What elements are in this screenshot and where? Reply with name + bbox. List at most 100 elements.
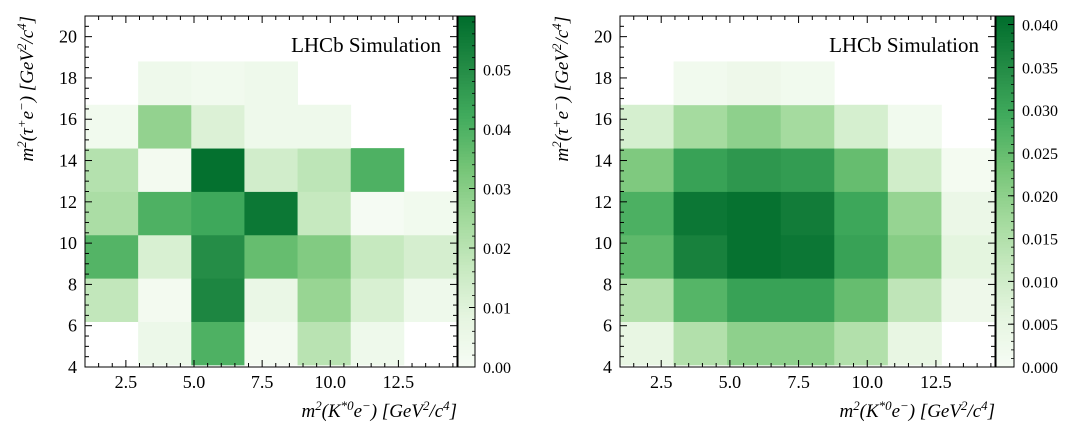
heatmap-cell [727, 61, 782, 106]
heatmap-cell [244, 148, 298, 192]
axis-label-part: ] [987, 401, 995, 422]
axis-label-part: ] [17, 16, 38, 24]
y-tick-label: 18 [59, 68, 77, 88]
lhcb-simulation-label: LHCb Simulation [829, 33, 979, 57]
colorbar-segment [996, 48, 1014, 52]
colorbar-segment [996, 156, 1014, 160]
colorbar-segment [996, 182, 1014, 187]
colorbar-segment [996, 86, 1014, 90]
axis-label-part: m [839, 401, 853, 422]
colorbar-segment [458, 106, 475, 111]
axis-label-part: /c [552, 29, 573, 44]
colorbar-segment [996, 247, 1014, 251]
heatmap-cell [297, 278, 352, 322]
colorbar-segment [458, 165, 475, 169]
colorbar-segment [996, 308, 1014, 312]
colorbar-segment [458, 250, 475, 254]
heatmap-cell [244, 191, 298, 236]
colorbar-segment [996, 276, 1014, 280]
colorbar-segment [458, 346, 475, 350]
colorbar-segment [458, 355, 475, 359]
y-tick-label: 16 [594, 109, 612, 129]
colorbar-segment [458, 197, 475, 201]
colorbar-segment [458, 94, 475, 99]
colorbar-segment [458, 288, 475, 292]
colorbar-segment [458, 83, 475, 87]
heatmap-cell [727, 191, 782, 236]
colorbar-segment [458, 150, 475, 154]
colorbar-segment [458, 21, 475, 26]
y-axis-label: m2(τ+e−) [GeV2/c4] [549, 16, 574, 161]
colorbar-segment [996, 56, 1014, 61]
colorbar-segment [996, 285, 1014, 289]
colorbar-segment [996, 252, 1014, 257]
colorbar-segment [996, 112, 1014, 116]
heatmap-cell [138, 148, 192, 192]
axis-label-part: 4 [981, 398, 988, 413]
heatmap-cell [350, 234, 405, 279]
heatmap-cell [138, 61, 192, 106]
heatmap-cell [780, 321, 835, 366]
colorbar-segment [996, 162, 1014, 166]
heatmap-cell [85, 278, 139, 322]
colorbar-segment [996, 203, 1014, 207]
colorbar-segment [996, 250, 1014, 254]
colorbar-segment [996, 59, 1014, 64]
colorbar-segment [996, 226, 1014, 231]
heatmap-cell [350, 278, 405, 322]
colorbar-segment [996, 200, 1014, 204]
heatmap-cell [403, 191, 458, 236]
colorbar-frame [457, 15, 476, 368]
colorbar-segment [996, 290, 1014, 295]
axis-label-part: *0 [341, 398, 354, 413]
colorbar-segment [458, 358, 475, 362]
colorbar-segment [996, 343, 1014, 348]
colorbar-segment [458, 147, 475, 152]
heatmap-cell [244, 61, 298, 106]
colorbar-tick-label: 0.00 [483, 360, 511, 377]
colorbar-segment [996, 51, 1014, 55]
axis-label-part: m [552, 148, 573, 162]
colorbar-segment [458, 209, 475, 213]
colorbar-segment [996, 197, 1014, 201]
heatmap-cell [834, 148, 889, 192]
axis-label-part: 2 [14, 43, 29, 50]
colorbar-tick-label: 0.03 [483, 182, 511, 199]
heatmap-cell [941, 234, 996, 279]
axis-label-part: /c [17, 29, 38, 44]
colorbar-segment [458, 188, 475, 192]
colorbar-segment [458, 299, 475, 304]
colorbar-segment [996, 232, 1014, 236]
colorbar-segment [458, 293, 475, 298]
colorbar-segment [996, 130, 1014, 134]
colorbar-segment [996, 244, 1014, 248]
colorbar-segment [458, 238, 475, 242]
colorbar-tick-label: 0.020 [1022, 189, 1058, 206]
heatmap-cell [297, 104, 352, 149]
heatmap-cell [673, 191, 728, 236]
heatmap-cell [673, 234, 728, 279]
colorbar-segment [996, 191, 1014, 195]
heatmap-cell [727, 104, 782, 149]
axis-label-part: *0 [879, 398, 892, 413]
colorbar-segment [996, 302, 1014, 307]
axis-label-part: 2 [315, 398, 322, 413]
colorbar-tick-label: 0.035 [1022, 60, 1058, 77]
colorbar-segment [458, 311, 475, 315]
colorbar-segment [996, 261, 1014, 266]
colorbar-tick-label: 0.030 [1022, 103, 1058, 120]
axis-label-part: ) [GeV [17, 48, 38, 104]
colorbar-segment [458, 328, 475, 333]
colorbar-segment [996, 267, 1014, 271]
colorbar-segment [458, 323, 475, 327]
heatmap-cell [780, 61, 835, 106]
heatmap-cell [834, 321, 889, 366]
heatmap-cell [887, 191, 942, 236]
y-tick-label: 20 [59, 27, 77, 47]
heatmap-cell [138, 191, 192, 236]
axis-label-part: 2 [549, 141, 564, 148]
colorbar-segment [458, 255, 475, 260]
colorbar-segment [996, 334, 1014, 339]
y-tick-label: 20 [594, 27, 612, 47]
colorbar-segment [458, 54, 475, 58]
